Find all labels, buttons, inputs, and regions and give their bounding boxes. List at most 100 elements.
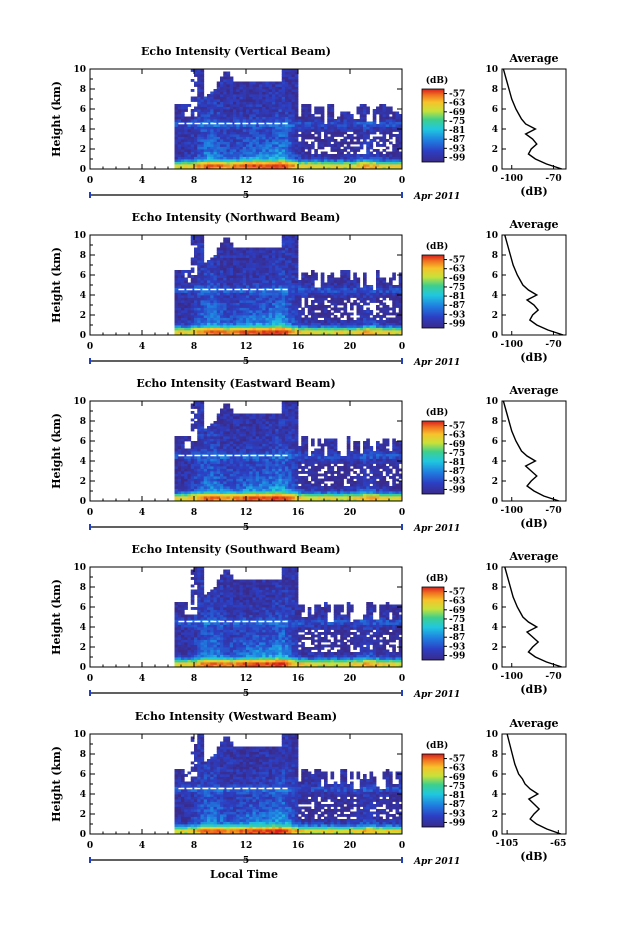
heatmap-cell: [213, 109, 218, 112]
heatmap-cell: [252, 255, 257, 258]
heatmap-cell: [259, 292, 263, 296]
heatmap-cell: [294, 330, 299, 333]
heatmap-cell: [187, 144, 192, 147]
heatmap-cell: [285, 116, 289, 120]
heatmap-cell: [229, 159, 234, 162]
heatmap-cell: [236, 483, 240, 487]
heatmap-cell: [226, 320, 231, 323]
heatmap-cell: [174, 443, 179, 447]
heatmap-cell: [268, 116, 273, 120]
heatmap-cell: [210, 300, 214, 303]
heatmap-cell: [216, 330, 221, 333]
heatmap-cell: [281, 320, 286, 323]
heatmap-cell: [239, 468, 244, 472]
heatmap-cell: [324, 290, 328, 293]
heatmap-cell: [181, 141, 185, 145]
heatmap-cell: [272, 139, 276, 142]
heatmap-cell: [249, 136, 253, 140]
heatmap-cell: [285, 292, 289, 296]
heatmap-cell: [220, 79, 224, 82]
heatmap-cell: [389, 277, 393, 281]
heatmap-cell: [281, 76, 286, 80]
heatmap-cell: [333, 297, 338, 301]
heatmap-cell: [272, 104, 276, 107]
heatmap-cell: [197, 491, 201, 494]
heatmap-cell: [366, 126, 370, 130]
heatmap-cell: [392, 161, 396, 165]
heatmap-cell: [194, 315, 198, 318]
heatmap-cell: [294, 129, 299, 132]
heatmap-cell: [213, 436, 218, 439]
heatmap-cell: [203, 134, 208, 137]
heatmap-cell: [236, 436, 240, 439]
heatmap-cell: [285, 166, 289, 170]
heatmap-cell: [288, 247, 292, 251]
heatmap-cell: [200, 161, 205, 165]
heatmap-cell: [382, 121, 387, 125]
heatmap-cell: [252, 106, 257, 110]
heatmap-cell: [278, 317, 283, 321]
heatmap-cell: [223, 446, 227, 449]
heatmap-cell: [262, 247, 266, 251]
heatmap-cell: [236, 146, 240, 150]
heatmap-cell: [207, 295, 211, 298]
heatmap-cell: [190, 403, 195, 407]
heatmap-cell: [291, 327, 296, 331]
heatmap-cell: [324, 320, 328, 323]
heatmap-cell: [181, 312, 185, 316]
heatmap-cell: [278, 141, 283, 145]
heatmap-cell: [281, 322, 286, 326]
heatmap-cell: [320, 161, 325, 165]
heatmap-cell: [268, 91, 273, 95]
heatmap-cell: [288, 310, 292, 313]
heatmap-cell: [262, 109, 266, 112]
heatmap-cell: [327, 104, 331, 107]
heatmap-cell: [184, 270, 188, 273]
heatmap-cell: [288, 74, 292, 77]
heatmap-cell: [301, 159, 305, 162]
heatmap-cell: [314, 322, 318, 326]
heatmap-cell: [223, 483, 227, 487]
heatmap-cell: [246, 134, 250, 137]
heatmap-cell: [324, 282, 328, 286]
heatmap-cell: [194, 473, 198, 477]
heatmap-cell: [216, 413, 221, 417]
heatmap-cell: [242, 443, 247, 447]
heatmap-cell: [314, 300, 318, 303]
heatmap-cell: [249, 433, 253, 437]
heatmap-cell: [226, 237, 231, 241]
heatmap-cell: [324, 159, 328, 162]
heatmap-cell: [259, 280, 263, 283]
heatmap-cell: [255, 488, 260, 492]
heatmap-cell: [220, 272, 224, 276]
heatmap-cell: [226, 322, 231, 326]
heatmap-cell: [233, 461, 237, 464]
heatmap-cell: [337, 161, 341, 165]
heatmap-cell: [255, 81, 260, 85]
heatmap-cell: [333, 121, 338, 125]
heatmap-cell: [220, 443, 224, 447]
heatmap-cell: [255, 481, 260, 484]
heatmap-cell: [229, 418, 234, 422]
heatmap-cell: [252, 322, 257, 326]
heatmap-cell: [356, 159, 361, 162]
heatmap-cell: [350, 292, 354, 296]
heatmap-cell: [346, 111, 351, 115]
heatmap-cell: [255, 285, 260, 288]
heatmap-cell: [210, 481, 214, 484]
heatmap-cell: [223, 260, 227, 263]
heatmap-cell: [294, 164, 299, 167]
heatmap-cell: [207, 428, 211, 432]
heatmap-cell: [174, 292, 179, 296]
heatmap-cell: [307, 161, 312, 165]
heatmap-cell: [242, 458, 247, 462]
heatmap-cell: [181, 443, 185, 447]
heatmap-cell: [226, 126, 231, 130]
heatmap-cell: [249, 252, 253, 256]
heatmap-cell: [333, 277, 338, 281]
heatmap-cell: [229, 134, 234, 137]
heatmap-cell: [255, 423, 260, 427]
heatmap-cell: [242, 154, 247, 157]
heatmap-cell: [311, 292, 315, 296]
heatmap-cell: [330, 275, 335, 278]
